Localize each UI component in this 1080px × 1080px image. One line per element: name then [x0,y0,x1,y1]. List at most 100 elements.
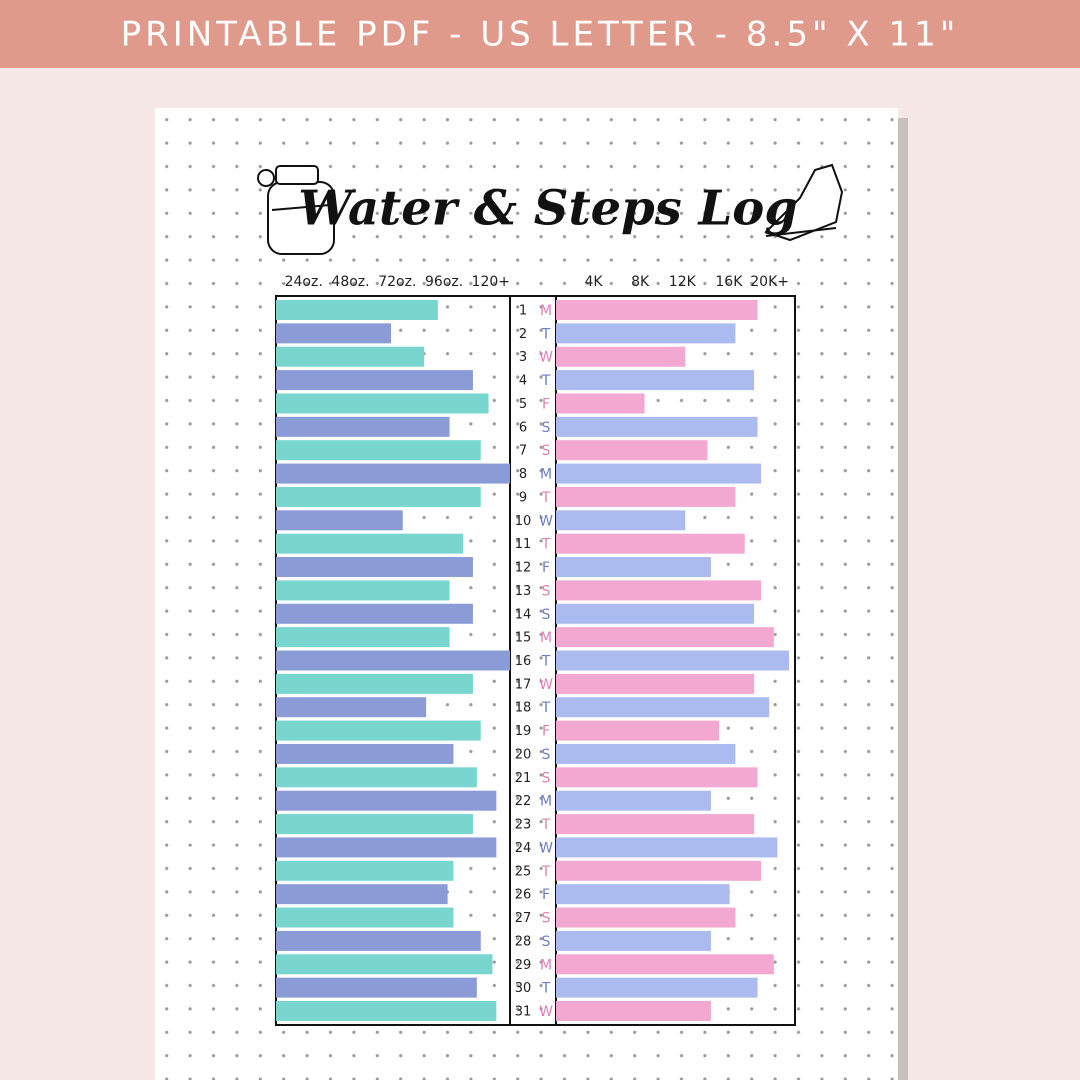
bar [556,884,730,905]
chart-title: Water & Steps Log [298,181,798,237]
bar [276,954,493,975]
day-label: 5 [519,397,527,412]
bar [276,767,477,788]
day-label: 8 [519,467,527,482]
day-label: 14 [515,607,532,622]
bar [556,393,645,414]
x-tick-label: 96oz. [425,274,463,290]
x-tick-label: 8K [631,274,650,290]
weekday-label: S [542,934,551,950]
day-label: 31 [515,1005,532,1020]
weekday-label: T [541,981,551,997]
bar [556,416,758,437]
day-label: 21 [515,771,532,786]
bar [556,814,755,835]
bar [276,907,454,928]
weekday-label: W [539,840,553,856]
bar [276,603,473,624]
x-tick-label: 20K+ [750,274,789,290]
x-tick-label: 48oz. [331,274,369,290]
weekday-label: M [540,794,552,810]
weekday-label: W [539,1004,553,1020]
bar [276,510,403,531]
bar [276,930,481,951]
weekday-label: S [542,583,551,599]
bar [276,627,450,648]
bar [276,790,497,811]
bar [276,860,454,881]
weekday-label: W [539,350,553,366]
day-label: 2 [519,327,527,342]
x-tick-label: 4K [585,274,604,290]
bar [556,977,758,998]
bar [276,393,489,414]
bar [276,697,427,718]
day-label: 1 [519,304,527,319]
weekday-label: W [539,513,553,529]
day-label: 18 [515,701,532,716]
bar [556,580,762,601]
x-tick-label: 72oz. [378,274,416,290]
bar [276,533,464,554]
day-label: 13 [515,584,532,599]
bar [556,673,755,694]
day-label: 19 [515,724,532,739]
weekday-label: F [542,724,550,740]
day-label: 11 [515,537,532,552]
weekday-label: T [541,700,551,716]
day-label: 28 [515,934,532,949]
bar [556,650,789,671]
weekday-label: F [542,887,550,903]
day-label: 16 [515,654,532,669]
bar [276,650,510,671]
banner-text: PRINTABLE PDF - US LETTER - 8.5" X 11" [121,15,960,55]
day-label: 3 [519,350,527,365]
day-label: 12 [515,561,532,576]
bar [276,323,392,344]
bar [556,533,745,554]
bar [276,884,448,905]
weekday-label: S [542,911,551,927]
bar [556,300,758,320]
weekday-label: M [540,303,552,319]
weekday-label: S [542,443,551,459]
weekday-label: S [542,420,551,436]
weekday-label: F [542,560,550,576]
bar [556,370,755,391]
weekday-label: M [540,467,552,483]
x-tick-label: 120+ [472,274,510,290]
bar [556,1001,711,1021]
weekday-label: M [540,630,552,646]
bar [556,837,778,858]
day-label: 7 [519,444,527,459]
weekday-label: T [541,537,551,553]
day-label: 30 [515,981,532,996]
bar [276,743,454,764]
bar [556,603,755,624]
bar [276,814,473,835]
bar [556,767,758,788]
bar [556,627,774,648]
bar [556,790,711,811]
day-label: 17 [515,677,532,692]
bar [556,720,720,741]
day-label: 6 [519,420,527,435]
x-tick-label: 24oz. [285,274,323,290]
x-tick-label: 16K [715,274,743,290]
weekday-label: T [541,326,551,342]
weekday-label: F [542,396,550,412]
weekday-label: T [541,373,551,389]
bar [276,673,473,694]
bar [556,323,736,344]
bar [556,930,711,951]
weekday-label: S [542,770,551,786]
bar [556,463,762,484]
bar [276,486,481,507]
bar [276,1001,497,1021]
day-label: 26 [515,888,532,903]
weekday-label: T [541,864,551,880]
day-label: 4 [519,374,527,389]
bar [276,300,438,320]
bar [276,346,425,367]
